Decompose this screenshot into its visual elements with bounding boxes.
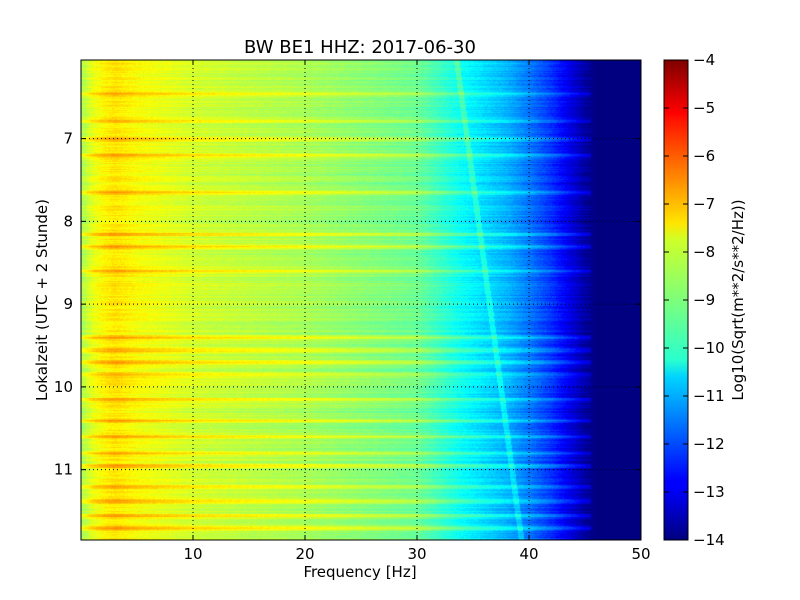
colorbar-tick-label: −10 (693, 339, 725, 357)
x-axis: 10 20 30 40 50 (183, 60, 651, 563)
x-tick-label: 50 (631, 545, 650, 563)
chart-title: BW BE1 HHZ: 2017-06-30 (244, 37, 476, 58)
colorbar-tick-label: −9 (693, 291, 715, 309)
y-tick-label: 7 (63, 130, 73, 148)
colorbar-tick-label: −5 (693, 99, 715, 117)
grid-lines (81, 60, 641, 540)
y-tick-label: 8 (63, 212, 73, 230)
colorbar-label: Log10(Sqrt(m**2/s**2/Hz)) (729, 199, 747, 400)
colorbar-ticks: −4 −5 −6 −7 −8 −9 −10 −11 −12 −13 −14 (664, 51, 725, 549)
y-tick-label: 9 (63, 295, 73, 313)
x-axis-label: Frequency [Hz] (303, 563, 416, 581)
x-tick-label: 40 (519, 545, 538, 563)
colorbar-tick-label: −12 (693, 435, 725, 453)
x-tick-label: 10 (183, 545, 202, 563)
colorbar-tick-label: −14 (693, 531, 725, 549)
y-tick-label: 10 (54, 378, 73, 396)
heatmap-image (81, 60, 641, 540)
colorbar-tick-label: −13 (693, 483, 725, 501)
colorbar-tick-label: −11 (693, 387, 725, 405)
x-tick-label: 30 (407, 545, 426, 563)
colorbar-tick-label: −8 (693, 243, 715, 261)
y-axis: 7 8 9 10 11 (54, 130, 641, 479)
colorbar-tick-label: −4 (693, 51, 715, 69)
colorbar-tick-label: −7 (693, 195, 715, 213)
heatmap-plot (81, 60, 641, 540)
plot-frame (80, 59, 642, 541)
colorbar: −4 −5 −6 −7 −8 −9 −10 −11 −12 −13 −14 Log10(Sqrt(m… (663, 51, 747, 549)
y-axis-label: Lokalzeit (UTC + 2 Stunde) (33, 199, 51, 401)
y-tick-label: 11 (54, 461, 73, 479)
x-tick-label: 20 (295, 545, 314, 563)
colorbar-tick-label: −6 (693, 147, 715, 165)
